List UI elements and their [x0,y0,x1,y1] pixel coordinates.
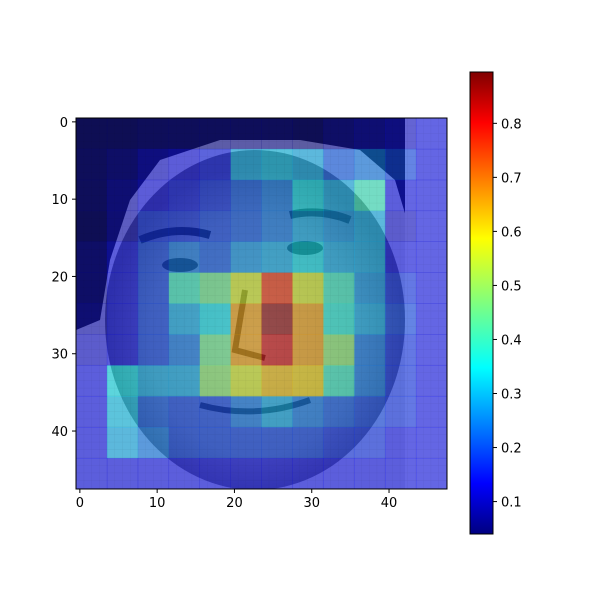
y-tick-label: 20 [51,270,68,285]
colorbar-tick-label: 0.7 [501,171,522,186]
colorbar-tick-label: 0.5 [501,279,522,294]
y-tick-label: 40 [51,425,68,440]
colorbar-ticks: 0.1 0.2 0.3 0.4 0.5 0.6 0.7 0.8 [493,117,522,511]
x-tick-label: 30 [303,496,320,511]
colorbar-tick-label: 0.2 [501,442,522,457]
colorbar-tick-label: 0.4 [501,333,522,348]
colorbar-tick-label: 0.1 [501,496,522,511]
y-tick-label: 0 [60,116,68,131]
colorbar: 0.1 0.2 0.3 0.4 0.5 0.6 0.7 0.8 [469,71,522,535]
colorbar-gradient [470,72,493,534]
colorbar-tick-label: 0.6 [501,225,522,240]
y-tick-label: 30 [51,348,68,363]
y-tick-label: 10 [51,193,68,208]
colorbar-tick-label: 0.8 [501,117,522,132]
x-tick-label: 20 [226,496,243,511]
plot-frame [75,117,448,490]
x-tick-label: 0 [76,496,84,511]
pixel-grid-lines [76,118,447,489]
y-axis: 0 10 20 30 40 [51,116,76,440]
x-tick-label: 40 [381,496,398,511]
colorbar-frame [469,71,494,535]
plot-area [76,118,447,489]
x-tick-label: 10 [149,496,166,511]
colorbar-tick-label: 0.3 [501,388,522,403]
x-axis: 0 10 20 30 40 [76,489,398,511]
